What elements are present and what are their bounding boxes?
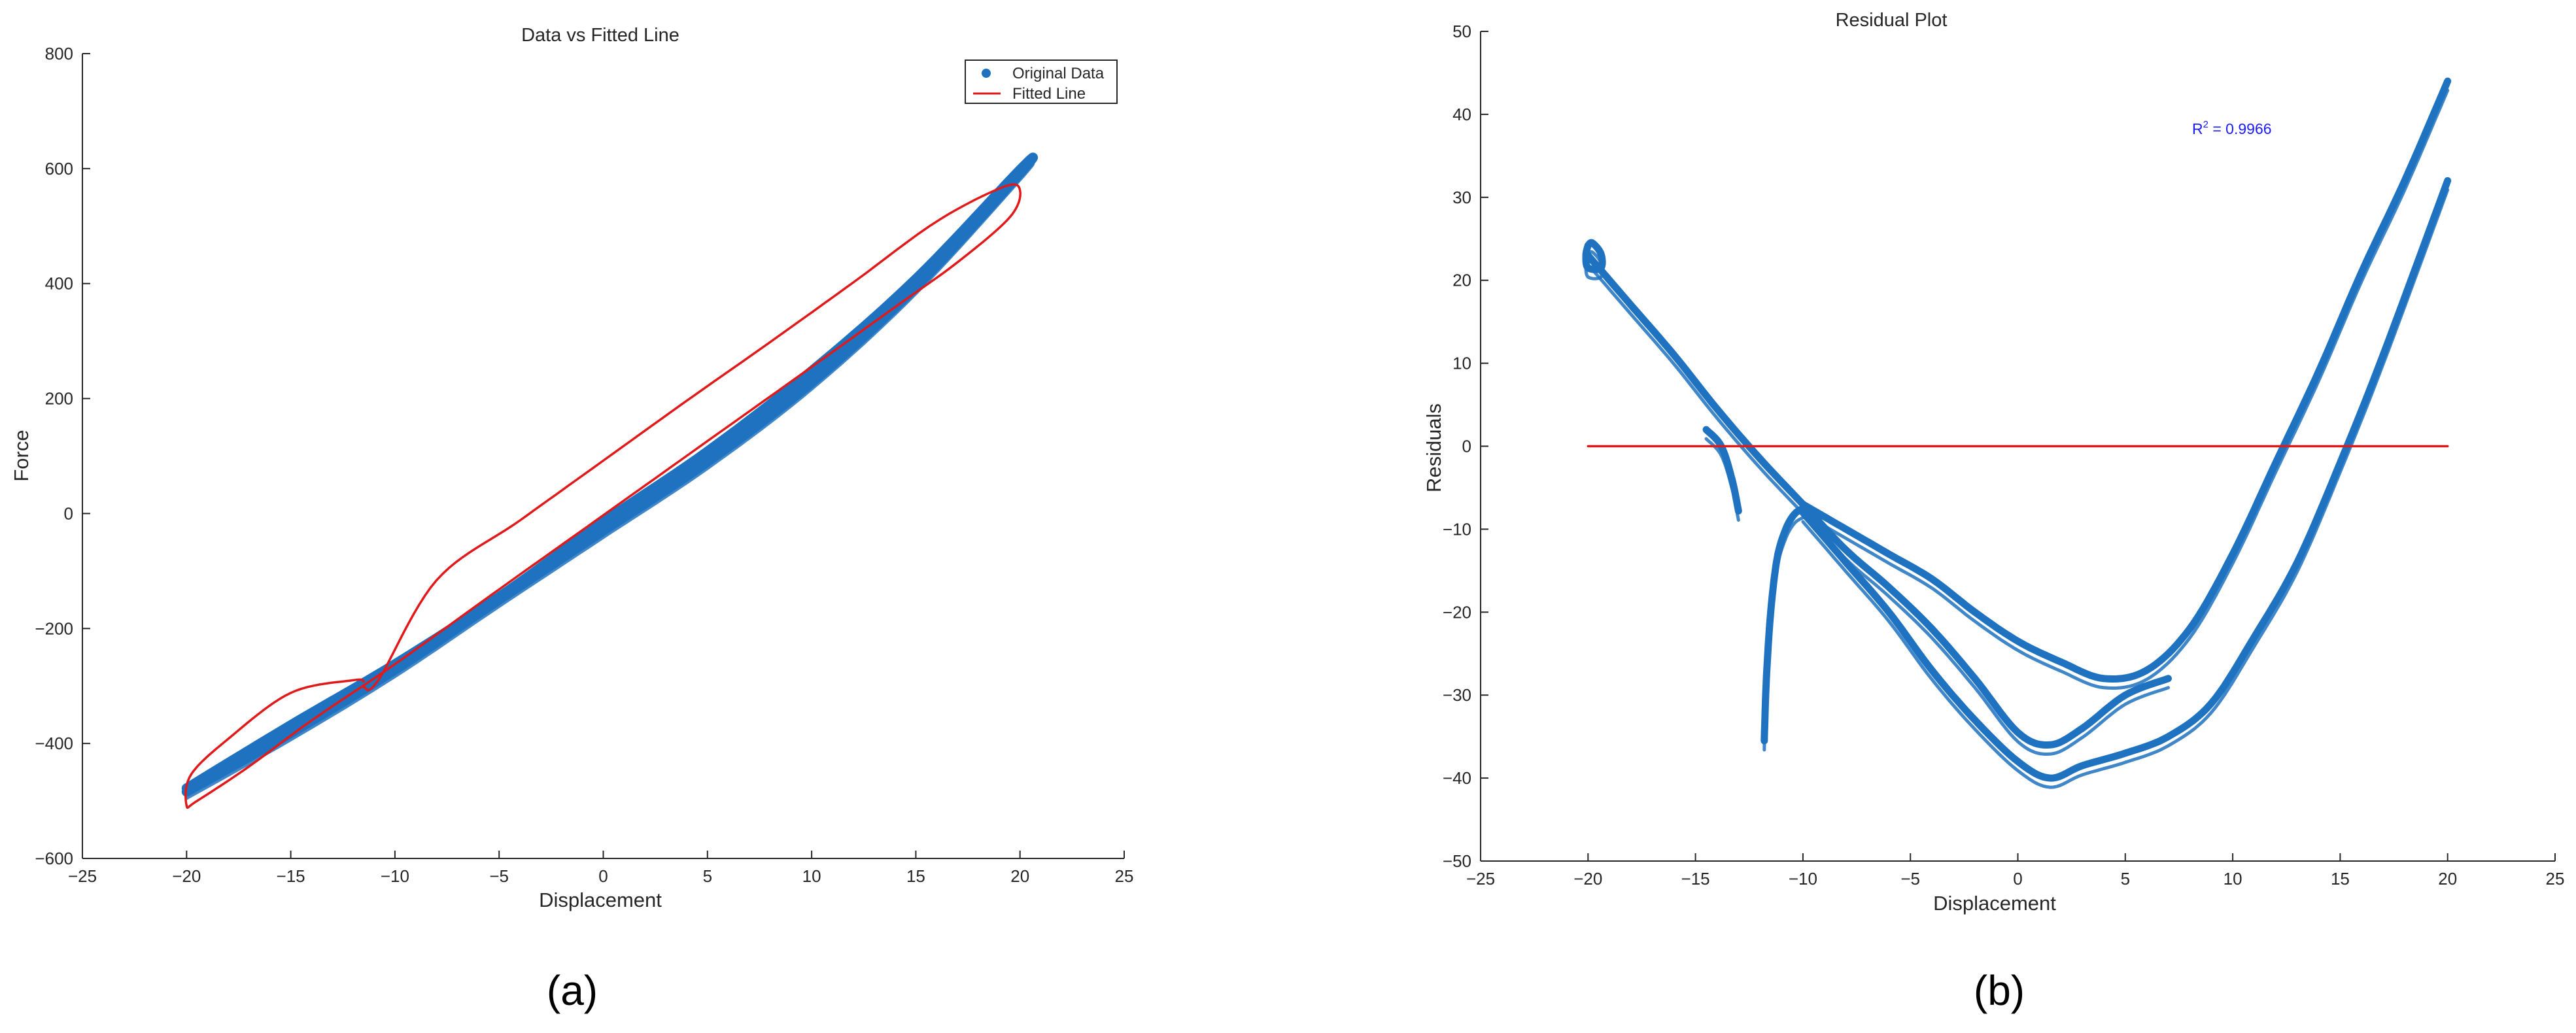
chart-b-plot-area bbox=[1582, 77, 2452, 789]
legend-label-fitted-line: Fitted Line bbox=[1012, 85, 1086, 103]
chart-a-ylabel: Force bbox=[10, 430, 33, 481]
y-tick-label: 20 bbox=[1452, 271, 1471, 290]
panel-a: Data vs Fitted Line −25 −20 −15 −10 −5 0 5 10 15… bbox=[10, 25, 1133, 1014]
x-tick-label: −25 bbox=[1466, 869, 1495, 889]
panel-label-b: (b) bbox=[1974, 967, 2025, 1014]
chart-b-series-5-band bbox=[1704, 437, 1740, 522]
chart-b-title: Residual Plot bbox=[1836, 10, 1948, 31]
y-tick-label: 600 bbox=[45, 159, 73, 178]
x-tick-label: 5 bbox=[703, 866, 712, 886]
chart-a-series-0-markers bbox=[181, 152, 1039, 797]
x-tick-label: 20 bbox=[2438, 869, 2457, 889]
x-tick-label: 15 bbox=[2331, 869, 2350, 889]
y-tick-label: 800 bbox=[45, 44, 73, 63]
legend-label-original-data: Original Data bbox=[1012, 65, 1105, 82]
y-tick-label: 0 bbox=[64, 503, 73, 523]
legend-marker-original-data bbox=[982, 69, 991, 78]
y-tick-label: −600 bbox=[35, 849, 73, 868]
y-tick-label: 50 bbox=[1452, 22, 1471, 41]
x-tick-label: −10 bbox=[381, 866, 409, 886]
x-tick-label: 25 bbox=[1115, 866, 1134, 886]
x-tick-label: 0 bbox=[2013, 869, 2022, 889]
x-tick-label: −20 bbox=[172, 866, 201, 886]
panel-label-a: (a) bbox=[547, 967, 598, 1014]
chart-b-ylabel: Residuals bbox=[1422, 403, 1445, 492]
chart-a-title: Data vs Fitted Line bbox=[521, 25, 679, 46]
y-tick-label: 400 bbox=[45, 274, 73, 294]
r-squared-annotation: R2 = 0.9966 bbox=[2192, 119, 2272, 137]
y-tick-label: 200 bbox=[45, 389, 73, 409]
y-tick-label: −20 bbox=[1443, 602, 1471, 622]
x-tick-label: 10 bbox=[2224, 869, 2242, 889]
r-squared-superscript: 2 bbox=[2203, 119, 2208, 130]
chart-b-series-1-band bbox=[1586, 263, 2170, 756]
y-tick-label: −200 bbox=[35, 618, 73, 638]
x-tick-label: −5 bbox=[489, 866, 509, 886]
y-tick-label: −30 bbox=[1443, 685, 1471, 705]
chart-b-series-2-band bbox=[1801, 188, 2450, 789]
y-tick-label: 10 bbox=[1452, 354, 1471, 373]
chart-b-series-1-markers bbox=[1584, 252, 2172, 749]
x-tick-label: 15 bbox=[906, 866, 925, 886]
y-tick-label: −50 bbox=[1443, 851, 1471, 871]
y-tick-label: −400 bbox=[35, 734, 73, 753]
r-squared-value: = 0.9966 bbox=[2208, 120, 2272, 137]
chart-b-series-2-markers bbox=[1799, 177, 2452, 782]
x-tick-label: −25 bbox=[68, 866, 97, 886]
chart-a-series-0-band bbox=[184, 162, 1035, 800]
chart-a-legend: Original Data Fitted Line bbox=[965, 59, 1118, 104]
panel-b: Residual Plot −25 −20 −15 −10 −5 0 5 10 15 20 25−5… bbox=[1422, 10, 2564, 1014]
y-tick-label: −40 bbox=[1443, 768, 1471, 788]
r-squared-base: R bbox=[2192, 120, 2203, 137]
y-tick-label: −10 bbox=[1443, 519, 1471, 539]
x-tick-label: 5 bbox=[2121, 869, 2130, 889]
legend-box bbox=[965, 59, 1118, 104]
chart-b-xlabel: Displacement bbox=[1933, 892, 2056, 915]
chart-a-axes: −25 −20 −15 −10 −5 0 5 10 15 20 25 −600 −400 −200 0 200… bbox=[35, 44, 1133, 886]
chart-b-series-4-band bbox=[1762, 516, 1805, 752]
chart-b-series-3-band bbox=[1801, 88, 2450, 690]
chart-a-plot-area bbox=[181, 152, 1039, 809]
x-tick-label: −15 bbox=[277, 866, 305, 886]
x-tick-label: 0 bbox=[598, 866, 608, 886]
y-tick-label: 0 bbox=[1462, 437, 1471, 456]
chart-a-series-1-line bbox=[184, 183, 1022, 809]
x-tick-label: −10 bbox=[1789, 869, 1817, 889]
x-tick-label: −20 bbox=[1573, 869, 1602, 889]
x-tick-label: 25 bbox=[2546, 869, 2565, 889]
x-tick-label: −15 bbox=[1681, 869, 1710, 889]
x-tick-label: −5 bbox=[1900, 869, 1920, 889]
chart-a-xlabel: Displacement bbox=[539, 889, 662, 911]
chart-b-series-3-markers bbox=[1799, 77, 2452, 683]
y-tick-label: 30 bbox=[1452, 188, 1471, 207]
y-tick-label: 40 bbox=[1452, 105, 1471, 124]
chart-b-axes: −25 −20 −15 −10 −5 0 5 10 15 20 25−50−40−30−20−100… bbox=[1443, 22, 2565, 889]
x-tick-label: 10 bbox=[802, 866, 821, 886]
chart-b-series-5-markers bbox=[1702, 426, 1742, 515]
x-tick-label: 20 bbox=[1010, 866, 1029, 886]
